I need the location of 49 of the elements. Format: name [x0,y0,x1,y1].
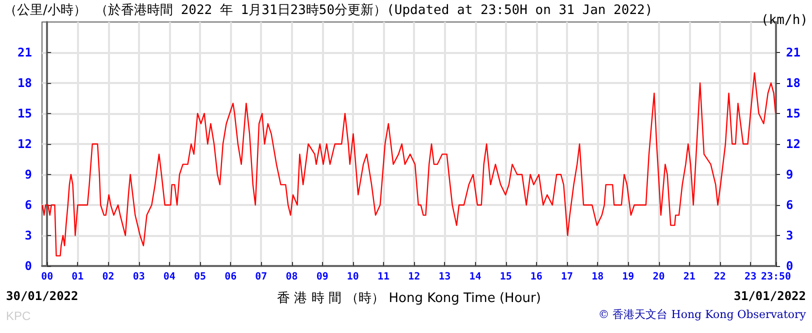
chart-title: （於香港時間 2022 年 1月31日23時50分更新）(Updated at 23:50H on 31 Jan 2022) [95,3,653,18]
y-tick-label: 18 [18,76,32,90]
x-tick-label: 04 [163,272,176,282]
y-tick-label: 6 [24,198,32,212]
x-tick-label: 13 [438,272,451,282]
x-tick-label: 11 [377,272,390,282]
y2-axis-title: (km/h) [761,13,808,28]
x-tick-label: 15 [500,272,512,282]
y-axis-title: （公里/小時） [4,3,86,18]
x-tick-label: 07 [255,272,268,282]
x-tick-label: 22 [714,272,726,282]
x-tick-label: 06 [224,272,237,282]
y2-tick-label: 15 [786,106,800,120]
text: 30/01/2022 [6,289,78,303]
text: © 香港天文台 Hong Kong Observatory [598,308,807,321]
y2-tick-label: 21 [786,46,800,60]
y2-tick-label: 6 [786,198,794,212]
y-tick-label: 0 [24,259,32,273]
x-tick-label: 01 [72,272,84,282]
x-tick-label: 00 [41,272,54,282]
x-tick-label: 23:50 [760,272,792,282]
x-tick-label: 10 [346,272,359,282]
x-tick-label: 14 [469,272,482,282]
y-tick-label: 12 [18,137,32,151]
x-tick-label: 19 [622,272,634,282]
x-tick-label: 02 [102,272,114,282]
x-axis-title: 香 港 時 間 （時） Hong Kong Time (Hour) [277,291,541,306]
x-tick-label: 05 [194,272,206,282]
y2-tick-label: 18 [786,76,800,90]
y2-tick-label: 9 [786,168,794,182]
x-tick-label: 16 [530,272,542,282]
x-tick-label: 08 [286,272,298,282]
y-tick-label: 3 [24,228,32,242]
y2-tick-label: 0 [786,259,794,273]
x-tick-label: 09 [316,272,328,282]
y2-tick-label: 3 [786,228,794,242]
y-tick-label: 15 [18,106,32,120]
x-tick-label: 23 [744,272,757,282]
x-tick-label: 12 [408,272,420,282]
x-tick-label: 21 [683,272,696,282]
x-tick-label: 17 [560,272,574,282]
y-tick-label: 9 [24,168,32,182]
line-series [42,72,776,256]
y-tick-label: 21 [18,46,32,60]
x-tick-label: 18 [592,272,604,282]
text: 31/01/2022 [734,289,806,303]
y2-tick-label: 12 [786,137,800,151]
x-tick-label: 20 [652,272,665,282]
x-tick-label: 03 [132,272,145,282]
